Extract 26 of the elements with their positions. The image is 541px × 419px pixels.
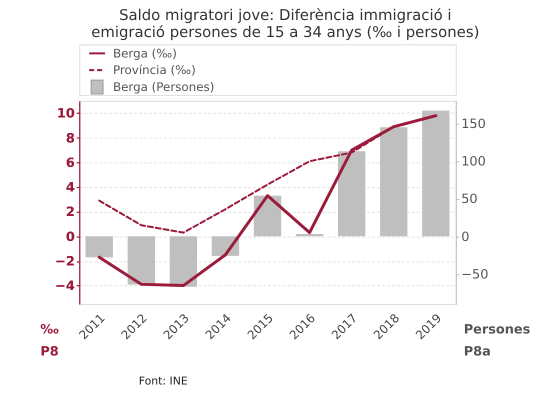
y-tick-label: 8 [66,131,75,146]
bar [338,151,366,236]
chart-title: Saldo migratori jove: Diferència immigració i emigració persones de 15 a 34 anys (‰ i persones) [91,6,480,41]
y-tick-label: 4 [66,180,75,196]
y2-tick-label: −50 [461,267,488,282]
legend-label: Berga (‰) [112,46,177,60]
y2-tick-label: 50 [461,192,478,208]
y2-tick-label: 150 [461,116,486,132]
bar [422,110,450,236]
bar [380,127,408,236]
legend-label: Berga (Persones) [112,80,214,94]
bar [128,236,155,284]
legend-label: Província (‰) [112,63,196,78]
y2-tick-label: 0 [461,230,470,245]
bar [86,236,113,258]
text: Font: INE [138,374,188,388]
bar [170,236,198,287]
y-tick-label: 10 [56,106,75,122]
y-tick-label: −4 [55,279,75,294]
y-axis-title: ‰ P8 [40,322,60,360]
y-tick-label: 0 [66,230,75,245]
y2-axis-title: Persones P8a [464,322,531,360]
y-tick-label: 2 [66,205,75,220]
y-tick-label: −2 [55,254,75,270]
y-tick-label: 6 [66,156,75,171]
y2-tick-label: 100 [461,154,486,170]
